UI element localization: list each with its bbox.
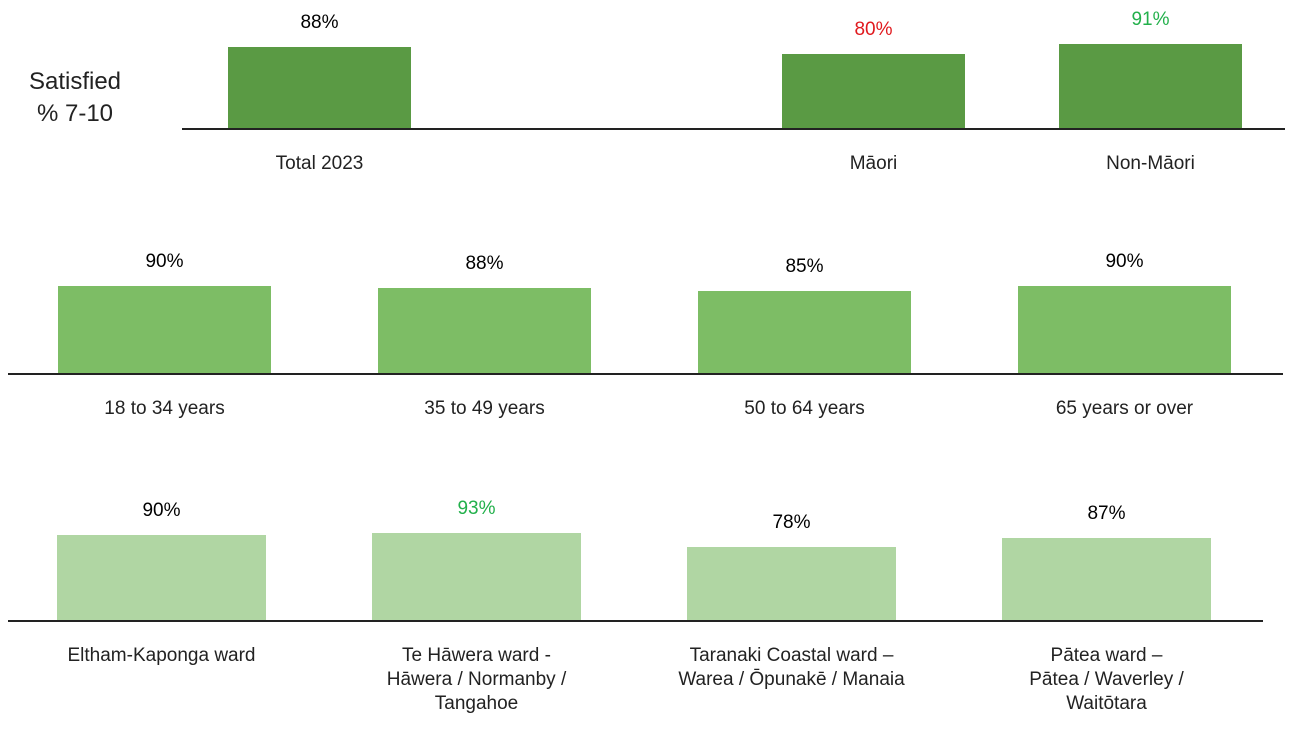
value-label: 88%	[465, 252, 504, 274]
bar	[1059, 44, 1242, 128]
value-label: 85%	[785, 255, 824, 277]
value-label: 90%	[145, 250, 184, 272]
bar	[228, 47, 411, 128]
bar	[1002, 538, 1211, 620]
category-label: 65 years or over	[1055, 398, 1194, 419]
bar	[372, 532, 581, 620]
category-label: Māori	[849, 153, 898, 174]
y-axis-label: Satisfied % 7-10	[28, 68, 122, 127]
value-label: 93%	[457, 497, 496, 519]
category-label: Pātea ward – Pātea / Waverley / Waitōtar…	[1029, 645, 1184, 714]
bar	[782, 54, 965, 128]
bar	[378, 287, 591, 373]
value-label: 88%	[300, 12, 339, 34]
category-label: Te Hāwera ward - Hāwera / Normanby / Tan…	[386, 645, 567, 714]
value-label: 90%	[142, 500, 181, 522]
category-label: 35 to 49 years	[424, 398, 545, 419]
category-label: Eltham-Kaponga ward	[67, 645, 256, 666]
bar	[1018, 285, 1231, 373]
value-label: 78%	[772, 511, 811, 533]
axis-line	[8, 620, 1263, 622]
value-label: 80%	[854, 19, 893, 41]
category-label: Taranaki Coastal ward – Warea / Ōpunakē …	[678, 645, 905, 690]
category-label: Total 2023	[275, 153, 364, 174]
axis-line	[182, 128, 1285, 130]
category-label: Non-Māori	[1106, 153, 1195, 174]
bar	[687, 546, 896, 620]
bar	[57, 535, 266, 620]
category-label: 50 to 64 years	[744, 398, 865, 419]
value-label: 87%	[1087, 503, 1126, 525]
bar	[698, 290, 911, 373]
category-label: 18 to 34 years	[104, 398, 225, 419]
value-label: 91%	[1131, 9, 1170, 31]
value-label: 90%	[1105, 250, 1144, 272]
axis-line	[8, 373, 1283, 375]
bar	[58, 285, 271, 373]
